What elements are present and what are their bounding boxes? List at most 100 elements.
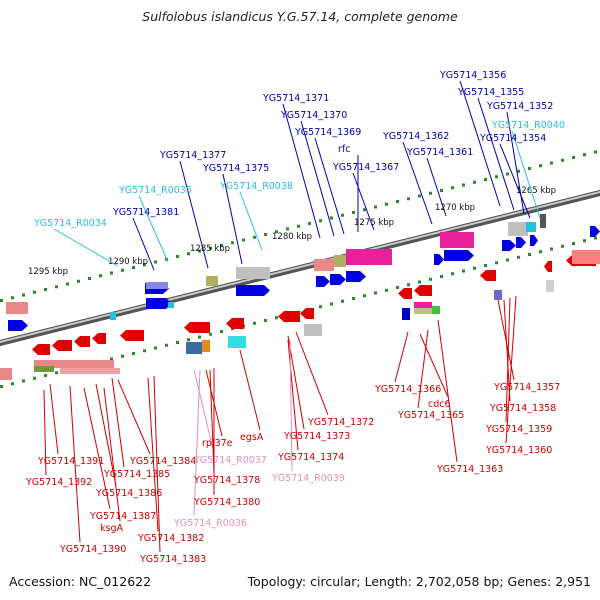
backbone-highlight xyxy=(0,190,600,344)
leader-line xyxy=(147,377,159,532)
scale-label: 1295 kbp xyxy=(28,267,68,277)
gene-label-bottom: YG5714_1391 xyxy=(37,456,104,467)
gene-label-bottom: YG5714_1386 xyxy=(95,488,162,499)
gene-label-top: YG5714_R0040 xyxy=(491,120,565,131)
upper-rail-tick xyxy=(418,194,421,198)
upper-rail-tick xyxy=(396,200,399,203)
leader-line xyxy=(282,103,321,239)
leader-line xyxy=(138,195,169,263)
gene-label-top: YG5714_1362 xyxy=(382,131,449,142)
gene-label-bottom: YG5714_1357 xyxy=(493,382,560,393)
upper-rail-tick xyxy=(440,189,443,192)
lower-rail-tick xyxy=(176,341,179,344)
leader-line xyxy=(477,97,515,211)
gene-label-top: YG5714_1375 xyxy=(202,163,269,174)
gene-label-top: YG5714_1352 xyxy=(486,101,553,112)
leader-line xyxy=(459,80,501,207)
leader-line xyxy=(499,143,531,219)
leader-line xyxy=(505,297,511,423)
lower-rail-tick xyxy=(583,239,586,243)
lower-rail-tick xyxy=(220,330,223,333)
lower-rail-tick xyxy=(209,332,212,336)
label-leaders xyxy=(43,80,541,553)
gene-label-bottom: YG5714_1384 xyxy=(129,456,196,467)
gene-label-bottom: YG5714_1358 xyxy=(489,403,556,414)
upper-rail-tick xyxy=(308,222,311,225)
upper-rail-tick xyxy=(44,288,47,291)
leader-line xyxy=(503,299,511,402)
upper-rail-tick xyxy=(385,202,388,206)
upper-rail-tick xyxy=(88,277,91,280)
leader-line xyxy=(83,387,111,510)
gene-label-top: YG5714_1369 xyxy=(294,127,361,138)
upper-rail-tick xyxy=(110,271,113,275)
upper-rail-tick xyxy=(143,263,146,267)
upper-rail-tick xyxy=(176,255,179,258)
upper-rail-tick xyxy=(539,164,542,168)
gene-block xyxy=(508,222,528,236)
lower-rail-tick xyxy=(528,253,531,256)
gene-label-top: YG5714_R0034 xyxy=(33,218,107,229)
lower-rail-tick xyxy=(462,269,465,273)
gene-label-bottom: YG5714_R0036 xyxy=(173,518,247,529)
upper-rail-tick xyxy=(209,246,212,250)
upper-rail-tick xyxy=(429,191,432,195)
upper-rail-tick xyxy=(517,169,520,173)
gene-label-bottom: YG5714_1382 xyxy=(137,533,204,544)
plus-strand-gene xyxy=(278,311,300,322)
lower-rail-tick xyxy=(407,283,410,287)
gene-label-bottom: YG5714_R0039 xyxy=(271,473,345,484)
lower-rail-tick xyxy=(484,264,487,267)
gene-block xyxy=(414,308,432,314)
leader-line xyxy=(117,379,151,455)
gene-label-bottom: YG5714_1385 xyxy=(103,469,170,480)
lower-rail-tick xyxy=(539,250,542,254)
plus-strand-gene xyxy=(52,340,72,351)
upper-rail-tick xyxy=(528,167,531,170)
upper-rail-tick xyxy=(66,282,69,286)
leader-line xyxy=(209,369,215,474)
minus-strand-gene xyxy=(236,285,270,296)
upper-rail-tick xyxy=(99,274,102,278)
lower-rail-tick xyxy=(374,291,377,295)
gene-label-bottom: YG5714_1360 xyxy=(485,445,552,456)
scale-ticks: 1295 kbp 1290 kbp 1285 kbp 1280 kbp 1275 kbp… xyxy=(0,150,597,388)
upper-rail-tick xyxy=(231,241,234,245)
gene-label-bottom: YG5714_R0037 xyxy=(193,455,267,466)
upper-rail-tick xyxy=(11,296,14,300)
plus-strand-gene xyxy=(74,336,90,347)
gene-label-bottom: YG5714_1378 xyxy=(193,475,260,486)
upper-rail-tick xyxy=(561,158,564,162)
plus-strand-gene xyxy=(120,330,144,341)
upper-rail-tick xyxy=(187,252,190,256)
leader-line xyxy=(352,172,375,231)
minus-strand-gene xyxy=(590,226,600,237)
gene-label-top: YG5714_1361 xyxy=(406,147,473,158)
gene-block xyxy=(540,214,546,228)
lower-rail-tick xyxy=(330,302,333,306)
upper-rail-tick xyxy=(363,208,366,212)
minus-strand-gene xyxy=(8,320,28,331)
gene-block xyxy=(236,267,270,279)
gene-block xyxy=(402,308,410,320)
lower-rail-tick xyxy=(132,352,135,355)
gene-block xyxy=(186,342,202,354)
gene-block xyxy=(228,336,246,348)
plus-strand-gene xyxy=(398,288,412,299)
upper-rail-tick xyxy=(55,285,58,289)
leader-line xyxy=(53,228,119,267)
upper-rail-tick xyxy=(473,180,476,184)
upper-rail-tick xyxy=(253,235,256,239)
gene-block xyxy=(304,324,322,336)
gene-block xyxy=(34,360,114,368)
leader-line xyxy=(426,157,447,217)
gene-label-bottom: YG5714_1359 xyxy=(485,424,552,435)
upper-rail-tick xyxy=(220,244,223,247)
upper-rail-tick xyxy=(33,290,36,294)
leader-line xyxy=(103,387,121,522)
plus-strand-gene xyxy=(544,261,552,272)
gene-block xyxy=(526,222,536,232)
gene-block xyxy=(110,312,116,320)
minus-strand-gene xyxy=(346,271,366,282)
